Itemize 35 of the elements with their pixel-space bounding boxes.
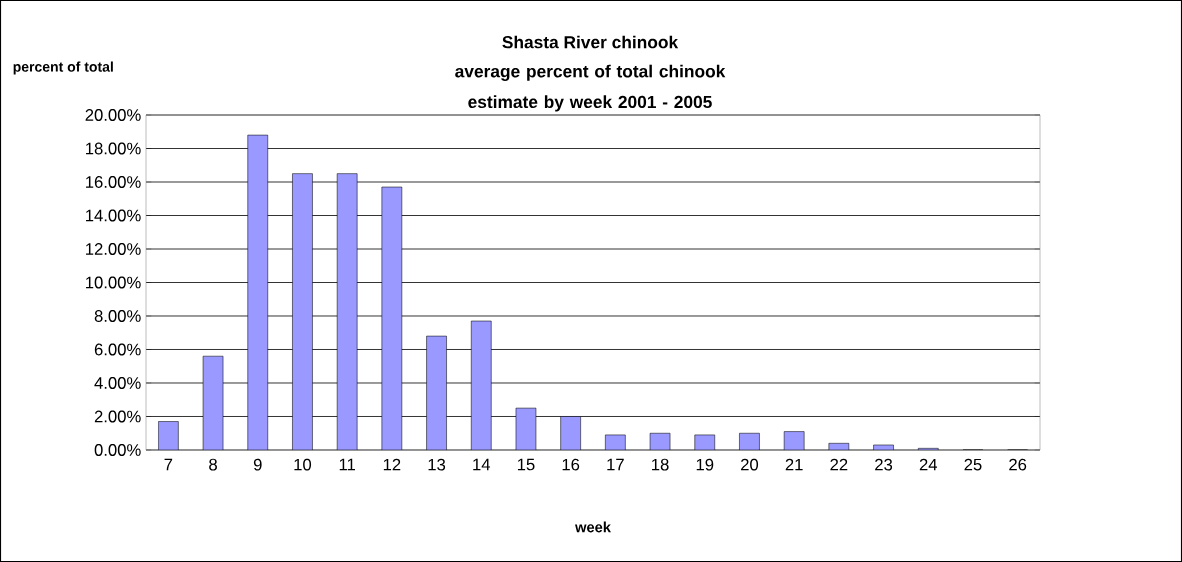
x-tick-label: 7 [164, 458, 173, 471]
y-tick-label: 16.00% [86, 176, 141, 188]
x-tick-label: 26 [1009, 458, 1027, 471]
y-tick-label: 8.00% [94, 310, 141, 322]
x-tick-label: 23 [875, 458, 893, 471]
x-tick-label: 17 [607, 458, 624, 471]
x-tick-label: 8 [209, 458, 217, 471]
y-tick-label: 18.00% [86, 142, 141, 155]
y-tick-label: 4.00% [94, 377, 141, 389]
y-tick-label: 20.00% [85, 109, 141, 121]
y-tick-label: 10.00% [86, 276, 141, 289]
x-tick-label: 14 [473, 458, 491, 471]
y-tick-label: 12.00% [86, 243, 141, 255]
chart-subtitle: average percent of total chinook estimate by week 2001 - 2005 [455, 64, 726, 112]
x-tick-label: 9 [253, 458, 262, 471]
x-tick-label: 21 [785, 458, 803, 471]
x-tick-label: 12 [383, 458, 401, 471]
x-axis-title: week [575, 521, 611, 533]
x-tick-label: 15 [517, 458, 535, 471]
chart-title: Shasta River chinook [502, 35, 679, 49]
x-tick-label: 19 [696, 458, 714, 471]
x-tick-label: 25 [964, 458, 982, 471]
y-tick-label: 14.00% [86, 209, 141, 222]
x-tick-label: 16 [562, 458, 580, 471]
x-tick-label: 10 [294, 458, 312, 471]
x-tick-label: 20 [741, 458, 759, 471]
y-tick-label: 6.00% [94, 343, 141, 356]
y-axis-title: percent of total [13, 61, 113, 75]
x-tick-label: 11 [339, 458, 355, 471]
y-tick-label: 2.00% [94, 410, 141, 423]
x-tick-label: 22 [830, 458, 848, 471]
x-tick-label: 13 [428, 458, 446, 471]
x-tick-label: 24 [919, 458, 938, 471]
y-tick-label: 0.00% [94, 444, 141, 456]
x-tick-label: 18 [652, 458, 669, 471]
